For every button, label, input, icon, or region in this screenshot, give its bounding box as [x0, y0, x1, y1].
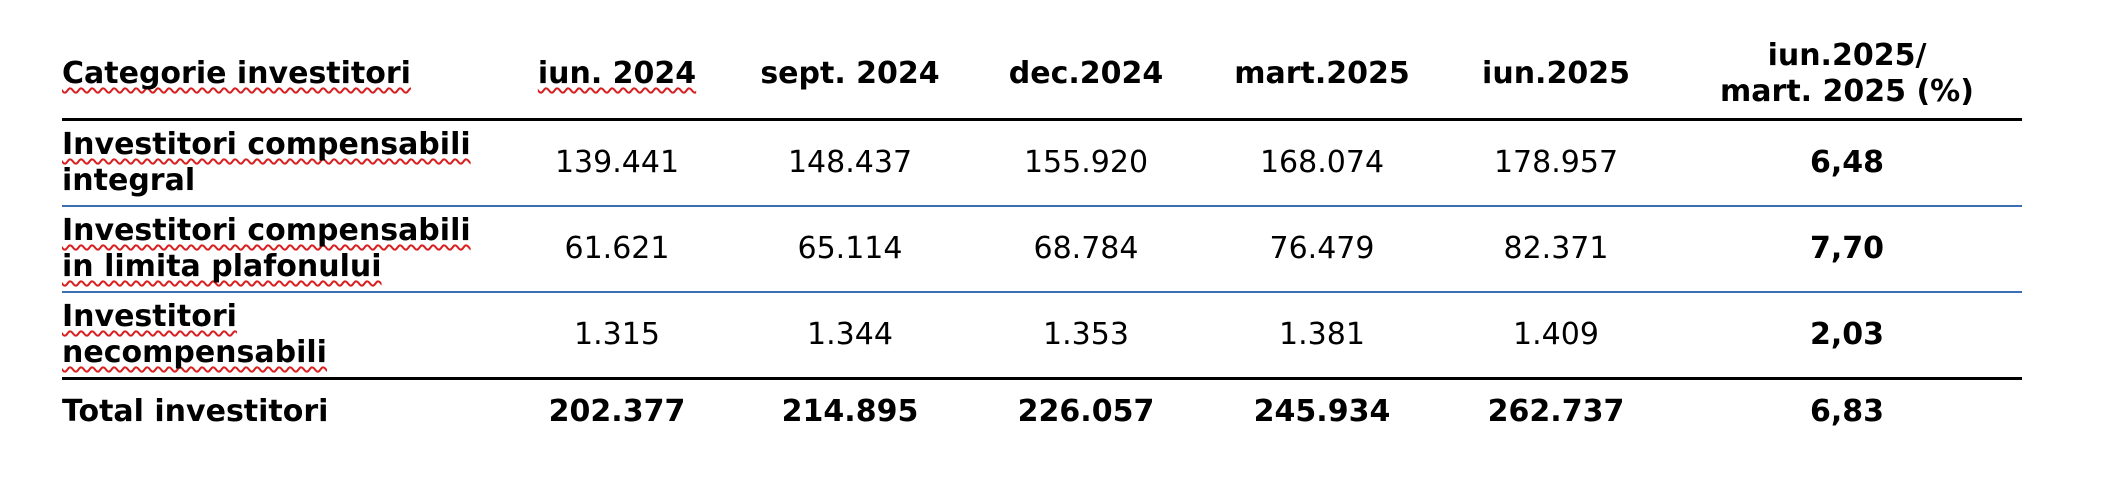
row-value: 148.437 [732, 119, 968, 207]
row-label-line2: integral [62, 163, 196, 198]
header-period-1-text: iun. 2024 [537, 56, 697, 91]
header-change-line2: mart. 2025 (%) [1720, 74, 1974, 109]
table-body: Investitori compensabili integral 139.44… [62, 119, 2022, 380]
header-period-4-text: mart.2025 [1234, 56, 1410, 91]
row-label-line2: in limita plafonului [62, 249, 382, 284]
row-value: 1.344 [732, 292, 968, 380]
row-value: 168.074 [1204, 119, 1440, 207]
row-label-line1: Investitori [62, 299, 237, 334]
row-value: 65.114 [732, 206, 968, 293]
total-value: 226.057 [1017, 394, 1155, 429]
total-value: 262.737 [1487, 394, 1625, 429]
table-header: Categorie investitori iun. 2024 sept. 20… [62, 26, 2022, 121]
row-label: Investitori compensabili integral [62, 119, 502, 207]
row-value: 1.315 [502, 292, 732, 380]
row-value: 139.441 [502, 119, 732, 207]
table-footer: Total investitori 202.377 214.895 226.05… [62, 379, 2022, 445]
row-value: 1.353 [968, 292, 1204, 380]
row-value: 68.784 [968, 206, 1204, 293]
total-label-text: Total investitori [62, 394, 329, 429]
total-value: 202.377 [548, 394, 686, 429]
row-change: 7,70 [1672, 206, 2022, 293]
header-period-2: sept. 2024 [732, 26, 968, 121]
header-category-text: Categorie investitori [62, 56, 411, 91]
total-change: 6,83 [1809, 394, 1885, 429]
header-change: iun.2025/ mart. 2025 (%) [1672, 26, 2022, 121]
investors-table: Categorie investitori iun. 2024 sept. 20… [62, 26, 2022, 444]
row-label-line1: Investitori compensabili [62, 213, 471, 248]
total-value: 245.934 [1253, 394, 1391, 429]
table-row: Investitori compensabili in limita plafo… [62, 206, 2022, 293]
table-row: Investitori necompensabili 1.315 1.344 1… [62, 292, 2022, 380]
row-value: 61.621 [502, 206, 732, 293]
header-period-4: mart.2025 [1204, 26, 1440, 121]
row-label-line2: necompensabili [62, 335, 327, 370]
header-period-3-text: dec.2024 [1008, 56, 1164, 91]
header-period-1: iun. 2024 [502, 26, 732, 121]
row-value: 178.957 [1440, 119, 1672, 207]
row-label: Investitori compensabili in limita plafo… [62, 206, 502, 293]
row-label-line1: Investitori compensabili [62, 127, 471, 162]
row-change: 2,03 [1672, 292, 2022, 380]
total-label: Total investitori [62, 379, 502, 445]
row-value: 155.920 [968, 119, 1204, 207]
header-category: Categorie investitori [62, 26, 502, 121]
header-period-3: dec.2024 [968, 26, 1204, 121]
header-period-2-text: sept. 2024 [760, 56, 940, 91]
header-row: Categorie investitori iun. 2024 sept. 20… [62, 26, 2022, 121]
row-value: 82.371 [1440, 206, 1672, 293]
total-value: 214.895 [781, 394, 919, 429]
row-value: 1.409 [1440, 292, 1672, 380]
header-period-5-text: iun.2025 [1482, 56, 1630, 91]
row-value: 1.381 [1204, 292, 1440, 380]
row-change: 6,48 [1672, 119, 2022, 207]
row-value: 76.479 [1204, 206, 1440, 293]
total-row: Total investitori 202.377 214.895 226.05… [62, 379, 2022, 445]
row-label: Investitori necompensabili [62, 292, 502, 380]
header-period-5: iun.2025 [1440, 26, 1672, 121]
table-row: Investitori compensabili integral 139.44… [62, 119, 2022, 207]
header-change-line1: iun.2025/ [1767, 38, 1927, 73]
